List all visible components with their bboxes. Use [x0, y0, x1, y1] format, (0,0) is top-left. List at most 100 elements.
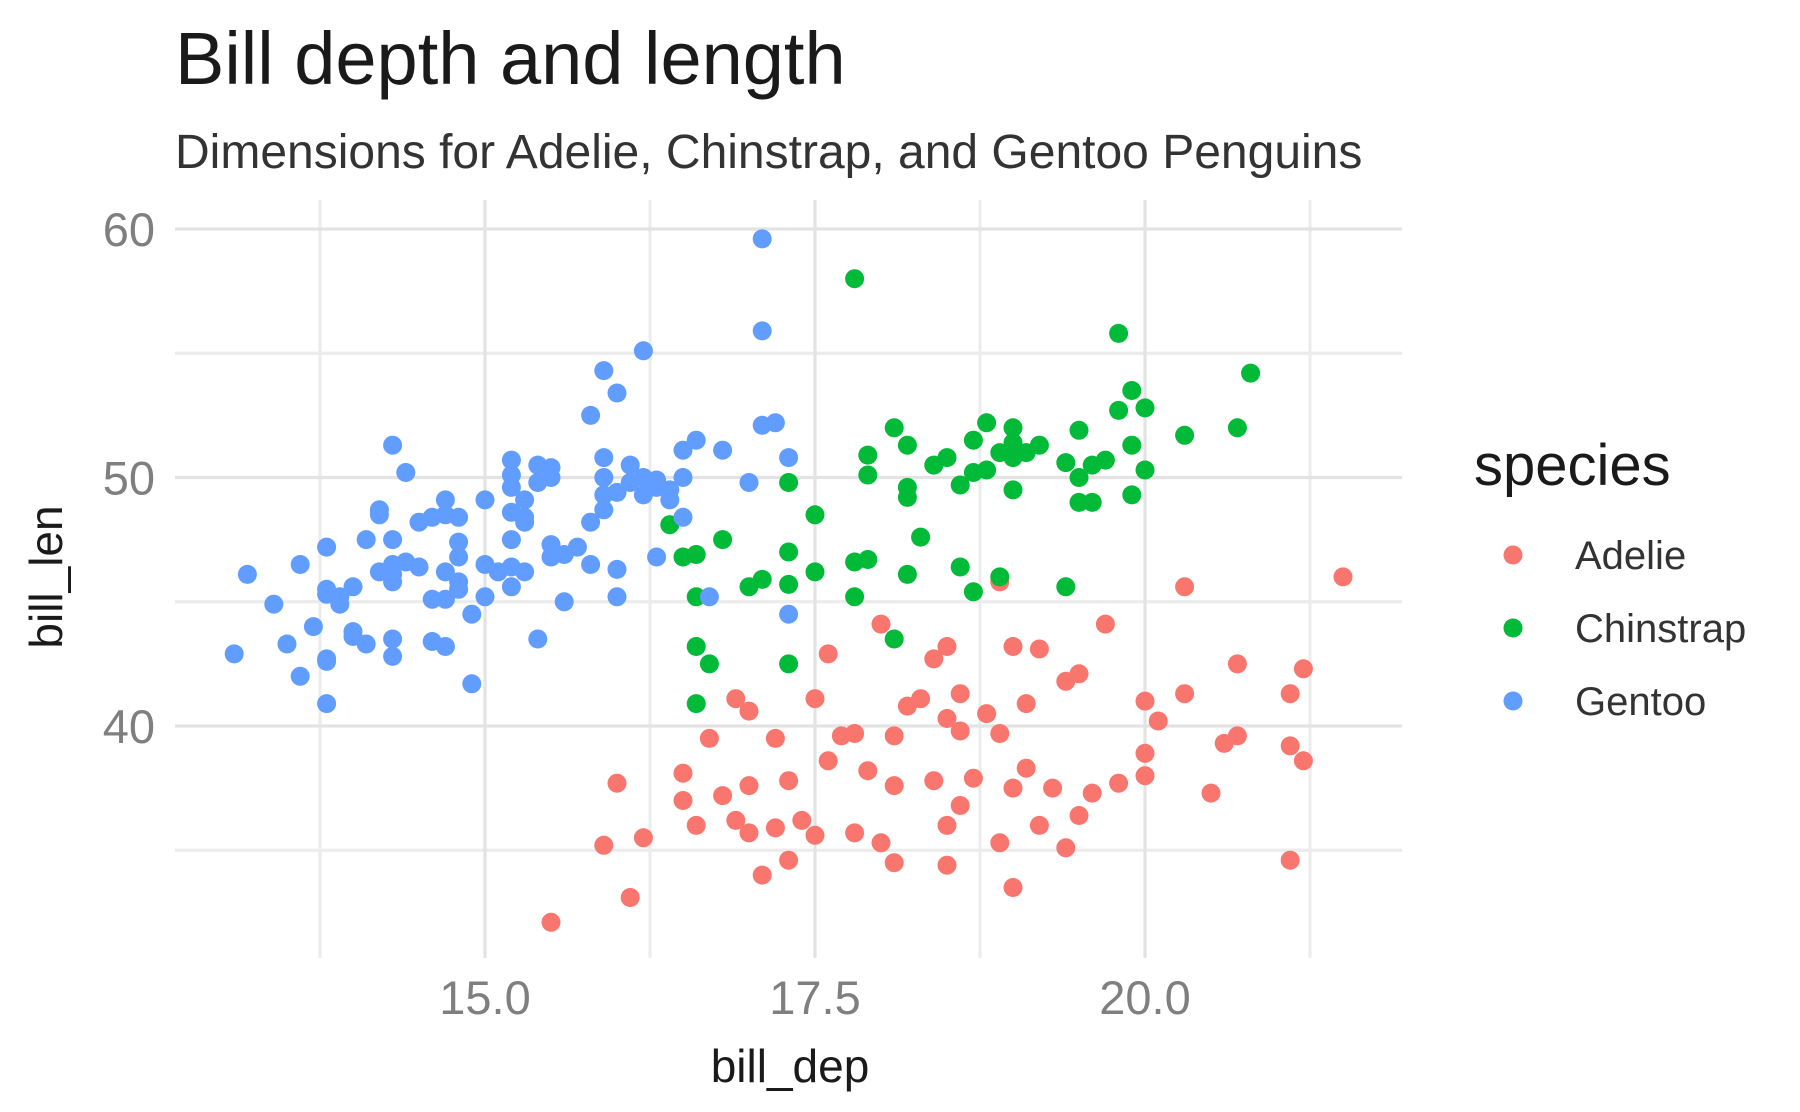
data-point — [779, 448, 799, 468]
data-point — [515, 562, 535, 582]
data-point — [805, 689, 825, 709]
data-point — [1069, 664, 1089, 684]
data-point — [739, 701, 759, 721]
data-point — [369, 505, 389, 525]
legend-item-chinstrap: Chinstrap — [1503, 607, 1746, 651]
data-point — [501, 530, 521, 550]
y-axis-ticks: 40 50 60 — [103, 203, 155, 753]
data-point — [1095, 614, 1115, 634]
data-point — [501, 577, 521, 597]
data-point — [475, 490, 495, 510]
data-point — [356, 530, 376, 550]
y-tick-label: 40 — [103, 700, 155, 753]
data-point — [1109, 773, 1129, 793]
data-point — [977, 704, 997, 724]
data-point — [594, 468, 614, 487]
data-point — [779, 604, 799, 624]
data-point — [792, 810, 812, 830]
y-axis-title: bill_len — [20, 505, 72, 648]
data-point — [779, 850, 799, 870]
data-point — [1043, 778, 1063, 798]
data-point — [1069, 492, 1089, 512]
data-point — [1016, 694, 1036, 714]
data-point — [1135, 743, 1155, 763]
data-point — [858, 445, 878, 465]
data-point — [501, 477, 521, 497]
data-point — [1122, 485, 1142, 505]
legend-key — [1503, 545, 1523, 565]
data-point — [541, 468, 561, 487]
data-point — [594, 448, 614, 468]
data-point — [501, 450, 521, 470]
data-point — [383, 435, 403, 455]
data-point — [1293, 659, 1313, 679]
data-point — [317, 694, 337, 714]
data-point — [607, 559, 627, 579]
legend-title: species — [1474, 433, 1671, 498]
x-axis-ticks: 15.0 17.5 20.0 — [439, 971, 1190, 1024]
data-point — [726, 810, 746, 830]
data-point — [831, 726, 851, 746]
data-point — [990, 567, 1010, 587]
data-point — [1109, 323, 1129, 343]
data-point — [277, 634, 297, 654]
data-point — [871, 614, 891, 634]
data-point — [752, 229, 772, 249]
data-point — [1003, 418, 1023, 438]
data-point — [1333, 567, 1353, 587]
data-point — [686, 815, 706, 835]
data-point — [475, 587, 495, 607]
data-point — [581, 555, 601, 574]
data-point — [858, 465, 878, 485]
data-point — [224, 644, 244, 664]
data-point — [950, 721, 970, 741]
y-tick-label: 50 — [103, 452, 155, 505]
data-point — [290, 666, 310, 686]
data-point — [462, 674, 482, 694]
data-point — [383, 646, 403, 666]
data-point — [686, 637, 706, 656]
data-point — [620, 455, 640, 475]
data-point — [409, 557, 429, 577]
data-point — [911, 527, 931, 547]
data-point — [713, 530, 733, 550]
data-point — [541, 912, 561, 932]
data-point — [422, 589, 442, 609]
data-point — [343, 577, 363, 597]
data-point — [435, 637, 455, 656]
data-point — [1214, 733, 1234, 753]
series-gentoo — [224, 229, 799, 714]
data-point — [435, 562, 455, 582]
data-point — [977, 413, 997, 433]
data-point — [897, 435, 917, 455]
data-point — [1029, 815, 1049, 835]
plot-points — [224, 229, 1353, 932]
data-point — [383, 572, 403, 592]
data-point — [1016, 758, 1036, 778]
data-point — [765, 413, 785, 433]
legend-key — [1503, 691, 1523, 711]
data-point — [845, 269, 865, 289]
data-point — [871, 833, 891, 853]
data-point — [1029, 639, 1049, 659]
data-point — [950, 796, 970, 815]
data-point — [581, 512, 601, 532]
data-point — [396, 463, 416, 482]
data-point — [1069, 806, 1089, 825]
data-point — [845, 587, 865, 607]
data-point — [765, 728, 785, 748]
data-point — [739, 473, 759, 492]
data-point — [264, 594, 284, 614]
y-tick-label: 60 — [103, 203, 155, 256]
data-point — [1029, 435, 1049, 455]
data-point — [1293, 751, 1313, 771]
data-point — [990, 724, 1010, 743]
data-point — [462, 604, 482, 624]
data-point — [1280, 736, 1300, 756]
data-point — [1175, 684, 1195, 704]
data-point — [528, 629, 548, 649]
data-point — [699, 728, 719, 748]
data-point — [963, 582, 983, 602]
legend-label: Chinstrap — [1575, 607, 1746, 651]
